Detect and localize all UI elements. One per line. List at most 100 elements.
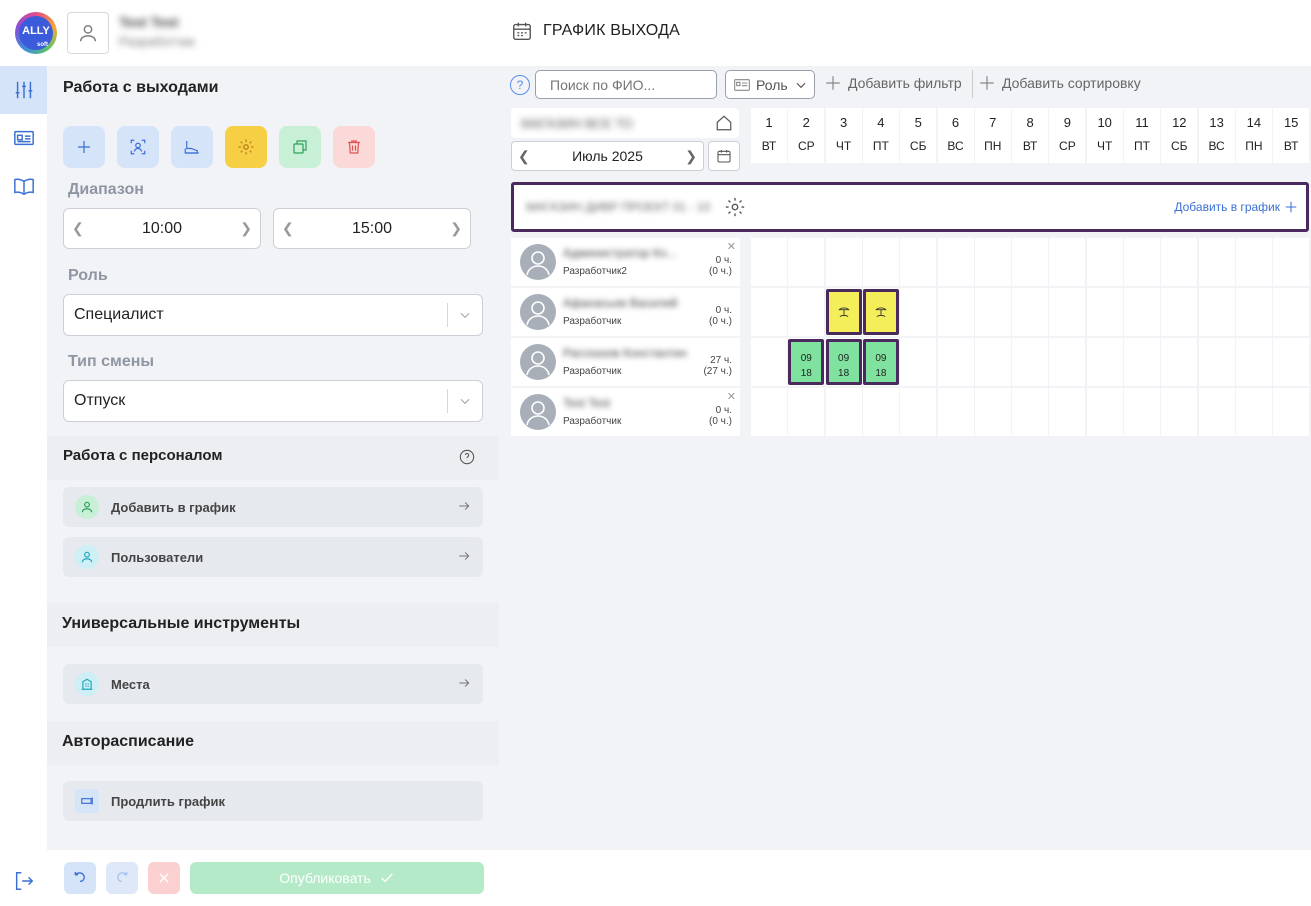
rail-settings[interactable] <box>0 66 47 114</box>
time-to-input[interactable]: ❮ 15:00 ❯ <box>273 208 471 249</box>
toolbar-help-icon[interactable]: ? <box>510 75 530 95</box>
time-from-input[interactable]: ❮ 10:00 ❯ <box>63 208 261 249</box>
schedule-cell[interactable] <box>1012 288 1049 336</box>
chevron-right-icon[interactable]: ❯ <box>450 220 462 236</box>
day-header[interactable]: 8 ВТ <box>1012 108 1049 163</box>
shift-type-select[interactable]: Отпуск <box>63 380 483 422</box>
day-header[interactable]: 1 ВТ <box>751 108 787 163</box>
schedule-cell[interactable] <box>862 238 899 286</box>
work-shift[interactable]: 09 18 <box>862 339 899 385</box>
schedule-cell[interactable] <box>1124 388 1160 436</box>
schedule-cell[interactable] <box>974 338 1011 386</box>
schedule-cell[interactable] <box>1049 338 1086 386</box>
role-filter-button[interactable]: Роль <box>725 70 815 99</box>
employee-row[interactable]: Администратор Ко... Разработчик2 0 ч. (0 ч.… <box>511 238 740 286</box>
calendar-picker-button[interactable] <box>708 141 740 171</box>
day-header[interactable]: 13 ВС <box>1198 108 1235 163</box>
next-month-icon[interactable]: ❯ <box>685 147 697 164</box>
schedule-cell[interactable] <box>937 238 974 286</box>
schedule-cell[interactable] <box>788 388 825 436</box>
schedule-cell[interactable] <box>1235 388 1272 436</box>
schedule-cell[interactable] <box>900 338 937 386</box>
day-header[interactable]: 6 ВС <box>937 108 974 163</box>
users-item[interactable]: Пользователи <box>63 537 483 577</box>
schedule-cell[interactable] <box>825 388 862 436</box>
user-avatar[interactable] <box>67 12 109 54</box>
day-header[interactable]: 10 ЧТ <box>1086 108 1123 163</box>
day-header[interactable]: 2 СР <box>788 108 825 163</box>
schedule-cell[interactable] <box>1273 238 1310 286</box>
schedule-cell[interactable] <box>1124 238 1160 286</box>
schedule-cell[interactable] <box>1124 338 1160 386</box>
chevron-right-icon[interactable]: ❯ <box>240 220 252 236</box>
discard-button[interactable] <box>148 862 180 894</box>
schedule-cell[interactable] <box>900 238 937 286</box>
schedule-cell[interactable] <box>900 288 937 336</box>
schedule-cell[interactable] <box>1086 288 1123 336</box>
schedule-cell[interactable] <box>1198 388 1235 436</box>
day-header[interactable]: 9 СР <box>1049 108 1086 163</box>
schedule-cell[interactable] <box>937 288 974 336</box>
schedule-cell[interactable] <box>1235 238 1272 286</box>
undo-button[interactable] <box>64 862 96 894</box>
schedule-cell[interactable] <box>751 388 787 436</box>
schedule-cell[interactable] <box>862 388 899 436</box>
day-header[interactable]: 7 ПН <box>974 108 1011 163</box>
schedule-cell[interactable] <box>1049 388 1086 436</box>
day-header[interactable]: 14 ПН <box>1235 108 1272 163</box>
add-to-graph-link[interactable]: Добавить в график <box>1174 200 1298 214</box>
schedule-cell[interactable] <box>1161 238 1198 286</box>
delete-shift-button[interactable] <box>333 126 375 168</box>
shoe-tool-button[interactable] <box>171 126 213 168</box>
schedule-cell[interactable] <box>1161 288 1198 336</box>
remove-employee-icon[interactable]: ✕ <box>726 241 736 253</box>
schedule-cell[interactable] <box>1198 238 1235 286</box>
schedule-cell[interactable] <box>1198 338 1235 386</box>
vacation-shift[interactable] <box>862 289 899 335</box>
copy-shift-button[interactable] <box>279 126 321 168</box>
chevron-left-icon[interactable]: ❮ <box>72 220 84 236</box>
schedule-cell[interactable] <box>825 238 862 286</box>
day-header[interactable]: 11 ПТ <box>1124 108 1160 163</box>
schedule-cell[interactable] <box>1161 338 1198 386</box>
shift-settings-button[interactable] <box>225 126 267 168</box>
schedule-cell[interactable] <box>1012 238 1049 286</box>
month-selector[interactable]: ❮ Июль 2025 ❯ <box>511 141 704 171</box>
rail-book[interactable] <box>0 162 47 210</box>
schedule-cell[interactable] <box>1273 388 1310 436</box>
schedule-cell[interactable] <box>751 288 787 336</box>
extend-graph-item[interactable]: Продлить график <box>63 781 483 821</box>
schedule-cell[interactable] <box>1124 288 1160 336</box>
day-header[interactable]: 15 ВТ <box>1273 108 1310 163</box>
logout-button[interactable] <box>12 870 36 897</box>
employee-row[interactable]: Test Test Разработчик 0 ч. (0 ч.) ✕ <box>511 388 740 436</box>
schedule-cell[interactable] <box>900 388 937 436</box>
schedule-cell[interactable] <box>1235 338 1272 386</box>
schedule-cell[interactable] <box>974 238 1011 286</box>
schedule-cell[interactable] <box>1235 288 1272 336</box>
schedule-cell[interactable] <box>937 338 974 386</box>
work-shift[interactable]: 09 18 <box>788 339 825 385</box>
help-icon[interactable] <box>459 449 475 465</box>
schedule-cell[interactable] <box>1198 288 1235 336</box>
assign-users-button[interactable] <box>117 126 159 168</box>
day-header[interactable]: 5 СБ <box>900 108 937 163</box>
employee-row[interactable]: Афанасьев Василий Разработчик 0 ч. (0 ч.) <box>511 288 740 336</box>
places-item[interactable]: Места <box>63 664 483 704</box>
schedule-cell[interactable] <box>937 388 974 436</box>
employee-row[interactable]: Рассказов Константин Разработчик 27 ч. (27 … <box>511 338 740 386</box>
redo-button[interactable] <box>106 862 138 894</box>
work-shift[interactable]: 09 18 <box>825 339 862 385</box>
day-header[interactable]: 12 СБ <box>1161 108 1198 163</box>
chevron-left-icon[interactable]: ❮ <box>282 220 294 236</box>
add-sort-button[interactable]: Добавить сортировку <box>978 74 1141 92</box>
schedule-cell[interactable] <box>1086 388 1123 436</box>
day-header[interactable]: 3 ЧТ <box>825 108 862 163</box>
add-filter-button[interactable]: Добавить фильтр <box>824 74 962 92</box>
add-to-graph-item[interactable]: Добавить в график <box>63 487 483 527</box>
schedule-cell[interactable] <box>1049 288 1086 336</box>
schedule-cell[interactable] <box>1273 338 1310 386</box>
schedule-cell[interactable] <box>1012 338 1049 386</box>
schedule-cell[interactable] <box>1012 388 1049 436</box>
vacation-shift[interactable] <box>825 289 862 335</box>
